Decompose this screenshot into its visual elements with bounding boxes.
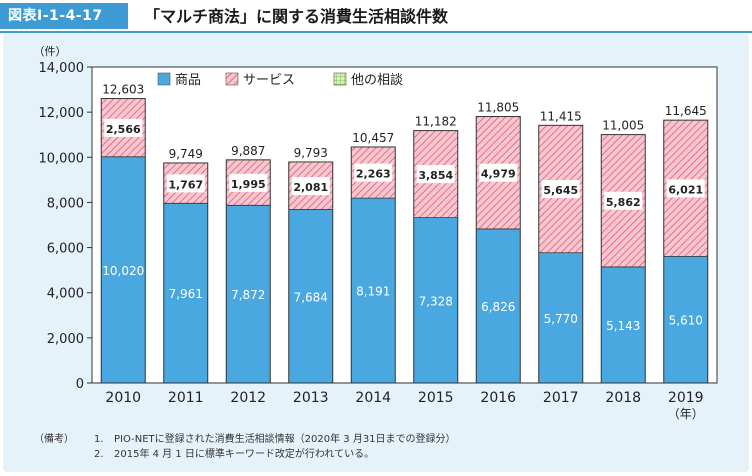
data-label-bg (604, 191, 643, 210)
data-label-product: 10,020 (102, 264, 144, 278)
data-label-product: 7,328 (419, 294, 453, 308)
x-tick-label: 2011 (168, 390, 204, 406)
legend-product-text: 商品 (175, 73, 201, 88)
data-label-total: 11,645 (665, 104, 707, 118)
data-label-service: 1,767 (168, 178, 203, 191)
data-label-bg (229, 173, 268, 192)
bar-product (351, 198, 396, 383)
data-label-total: 10,457 (352, 131, 394, 145)
bar-product (538, 252, 583, 383)
x-tick-label: 2015 (418, 390, 454, 406)
data-label-product: 7,684 (294, 290, 328, 304)
data-label-product: 8,191 (356, 285, 390, 299)
data-label-service: 6,021 (668, 183, 703, 196)
note-row-2: 2. 2015年 4 月 1 日に標準キーワード改定が行われている。 (34, 447, 734, 462)
x-tick-label: 2012 (230, 390, 266, 406)
data-label-bg (291, 177, 330, 196)
data-label-service: 1,995 (231, 178, 266, 191)
data-label-service: 2,566 (106, 123, 141, 136)
data-label-bg (166, 174, 205, 193)
data-label-bg (541, 180, 580, 199)
legend-other-text: 他の相談 (351, 72, 403, 88)
x-tick-label: 2010 (105, 390, 141, 406)
data-label-total: 9,749 (169, 147, 203, 161)
figure-number-badge: 図表Ⅰ-1-4-17 (0, 3, 128, 29)
x-tick-label: 2017 (543, 390, 579, 406)
y-tick-label: 0 (76, 377, 84, 392)
legend-service-swatch (225, 72, 239, 86)
y-tick-label: 6,000 (47, 242, 84, 257)
figure-header: 図表Ⅰ-1-4-17 「マルチ商法」に関する消費生活相談件数 (0, 0, 752, 33)
data-label-product: 5,770 (544, 312, 578, 326)
legend-other-swatch (333, 72, 347, 86)
bar-product (413, 217, 458, 383)
notes-heading: （備考） (34, 434, 74, 445)
figure-title: 「マルチ商法」に関する消費生活相談件数 (144, 7, 449, 26)
data-label-total: 11,182 (415, 115, 457, 129)
y-tick-label: 8,000 (47, 196, 84, 211)
data-label-bg (416, 165, 455, 184)
data-label-product: 7,961 (169, 287, 203, 301)
data-label-service: 2,081 (293, 181, 328, 194)
bar-product (101, 156, 146, 383)
y-tick-label: 4,000 (47, 287, 84, 302)
y-tick-label: 10,000 (39, 151, 85, 166)
x-tick-label: 2016 (480, 390, 516, 406)
x-tick-label: 2014 (355, 390, 391, 406)
data-label-product: 7,872 (231, 288, 265, 302)
data-label-bg (666, 179, 705, 198)
notes: （備考） 1. PIO-NETに登録された消費生活相談情報（2020年 3 月31日… (34, 432, 734, 462)
note-text: 2015年 4 月 1 日に標準キーワード改定が行われている。 (114, 449, 375, 460)
data-label-product: 6,826 (481, 300, 515, 314)
data-label-total: 11,805 (477, 101, 519, 115)
x-axis-unit: （年） (668, 407, 704, 421)
data-label-bg (354, 163, 393, 182)
x-tick-label: 2018 (605, 390, 641, 406)
bar-product (476, 228, 521, 383)
note-row-1: （備考） 1. PIO-NETに登録された消費生活相談情報（2020年 3 月31日… (34, 432, 734, 447)
legend-service-text: サービス (243, 73, 295, 88)
header-rule (0, 31, 752, 33)
data-label-service: 4,979 (481, 168, 516, 181)
y-tick-label: 14,000 (39, 61, 85, 76)
data-label-total: 11,005 (602, 119, 644, 133)
data-label-total: 9,793 (294, 146, 328, 160)
bar-product (226, 205, 271, 383)
plot-frame (91, 66, 718, 384)
bar-product (288, 209, 333, 383)
data-label-service: 2,263 (356, 168, 391, 181)
data-label-service: 5,862 (606, 196, 641, 209)
data-label-total: 11,415 (540, 109, 582, 123)
y-tick-label: 2,000 (47, 332, 84, 347)
y-axis-unit: （件） (34, 45, 67, 58)
bar-product (663, 256, 708, 383)
x-tick-label: 2019 (668, 390, 704, 406)
y-tick-label: 12,000 (39, 106, 85, 121)
data-label-service: 3,854 (418, 169, 453, 182)
bar-product (163, 203, 208, 383)
data-label-bg (104, 118, 143, 137)
bar-product (601, 266, 646, 383)
note-number: 2. (94, 449, 104, 460)
data-label-total: 9,887 (231, 144, 265, 158)
note-number: 1. (94, 434, 104, 445)
note-text: PIO-NETに登録された消費生活相談情報（2020年 3 月31日までの登録分… (114, 434, 456, 445)
x-tick-label: 2013 (293, 390, 329, 406)
data-label-service: 5,645 (543, 184, 578, 197)
data-label-product: 5,143 (606, 319, 640, 333)
data-label-bg (479, 163, 518, 182)
legend-product-swatch (157, 72, 171, 86)
data-label-total: 12,603 (102, 83, 144, 97)
data-label-product: 5,610 (669, 314, 703, 328)
